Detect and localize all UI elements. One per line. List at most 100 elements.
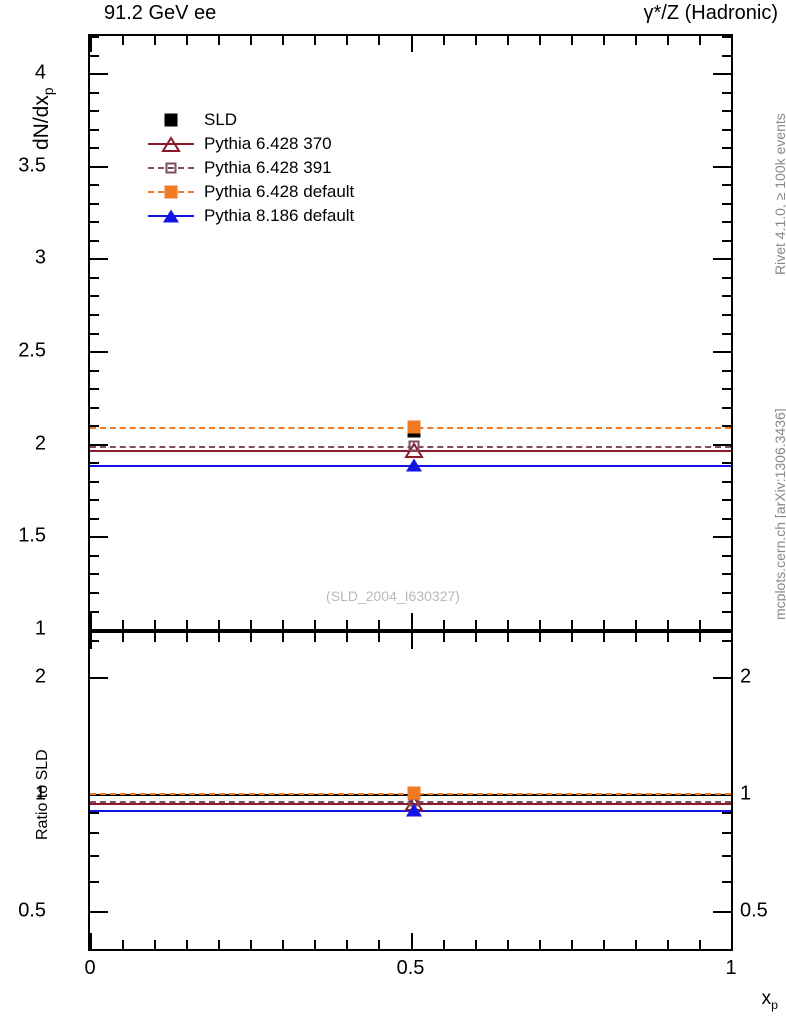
y-tick-minor [722,202,731,205]
x-tick-minor [442,36,445,45]
x-tick-minor [250,620,253,629]
x-tick-minor [186,620,189,629]
x-tick-minor [314,36,317,45]
legend-line-sample [148,143,194,145]
y-tick-minor [722,221,731,224]
x-tick-minor [698,633,701,642]
y-tick-minor [90,425,99,428]
y-tick-minor [90,54,99,57]
x-tick-minor [602,940,605,949]
x-tick-minor [474,633,477,642]
x-tick-minor [250,633,253,642]
y-tick-major [713,258,731,261]
legend-key [148,108,194,132]
y-tick-minor [722,110,731,113]
x-tick-minor [634,633,637,642]
x-tick-minor [378,633,381,642]
x-tick-minor [378,940,381,949]
y-tick-major [713,677,731,680]
legend-marker [161,136,181,152]
y-tick-minor [722,854,731,857]
legend-key [148,204,194,228]
x-tick-major [410,933,413,949]
main-plot-area [90,36,731,629]
x-tick-minor [154,633,157,642]
ratio-plot-panel [88,631,733,951]
y-tick-label-main: 3.5 [18,154,46,177]
x-tick-minor [474,620,477,629]
x-tick-label: 0 [84,957,96,979]
ratio-series-marker [407,786,421,800]
legend-label: Pythia 6.428 370 [204,134,332,153]
y-tick-minor [90,517,99,520]
ratio-plot-area [90,633,731,949]
y-tick-minor [90,239,99,242]
x-tick-minor [218,633,221,642]
y-tick-minor [90,573,99,576]
x-tick-minor [442,940,445,949]
x-tick-minor [442,620,445,629]
x-tick-minor [634,620,637,629]
header-left-energy: 91.2 GeV ee [104,2,217,24]
ratio-series-marker [405,803,422,817]
x-tick-minor [666,940,669,949]
x-tick-minor [506,36,509,45]
x-tick-minor [698,940,701,949]
legend-entry: Pythia 6.428 391 [148,156,354,180]
y-tick-minor [722,812,731,815]
y-tick-label-main: 4 [34,61,46,84]
x-tick-minor [666,620,669,629]
y-tick-minor [90,184,99,187]
x-tick-minor [506,940,509,949]
x-axis-label: xp [762,988,778,1012]
y-tick-minor [722,369,731,372]
y-tick-minor [90,295,99,298]
y-tick-minor [90,832,99,834]
y-tick-major [90,911,108,914]
y-tick-minor [722,239,731,242]
y-tick-minor [90,610,99,613]
legend-label: Pythia 8.186 default [204,206,355,225]
y-tick-major [713,443,731,446]
y-tick-minor [90,591,99,594]
y-tick-major [90,258,108,261]
y-tick-minor [90,462,99,465]
x-tick-minor [314,620,317,629]
x-tick-minor [666,36,669,45]
y-tick-minor [722,554,731,557]
y-tick-minor [90,388,99,391]
y-tick-minor [722,406,731,409]
y-tick-minor [722,499,731,502]
x-tick-major [90,933,92,949]
x-tick-minor [602,36,605,45]
mcplots-reference-label: mcplots.cern.ch [arXiv:1306.3436] [772,408,786,620]
y-tick-major [90,677,108,680]
y-tick-minor [722,295,731,298]
legend-marker [165,162,177,174]
x-tick-minor [346,620,349,629]
x-tick-minor [282,36,285,45]
series-marker [405,458,422,472]
x-tick-minor [506,620,509,629]
x-tick-major [410,633,413,649]
y-tick-label-main: 2 [34,432,46,455]
x-tick-minor [122,36,125,45]
y-tick-label-main: 1.5 [18,524,46,547]
x-tick-minor [570,940,573,949]
y-tick-minor [722,639,731,642]
legend-line-sample [148,167,194,169]
y-tick-major [90,443,108,446]
y-tick-major [713,911,731,914]
x-tick-minor [218,620,221,629]
x-tick-label: 0.5 [396,957,425,979]
y-tick-minor [722,314,731,316]
y-tick-minor [722,388,731,391]
y-tick-major [90,536,108,539]
y-tick-minor [90,91,99,94]
y-tick-minor [90,639,99,642]
legend-key [148,180,194,204]
y-tick-minor [722,462,731,465]
legend-label: SLD [204,110,238,129]
y-tick-minor [722,517,731,520]
